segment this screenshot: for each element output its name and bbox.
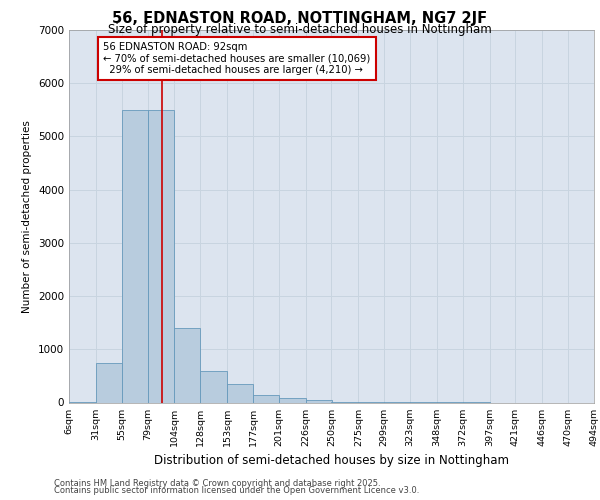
X-axis label: Distribution of semi-detached houses by size in Nottingham: Distribution of semi-detached houses by … — [154, 454, 509, 467]
Bar — [200, 370, 227, 402]
Bar — [96, 362, 122, 403]
Y-axis label: Number of semi-detached properties: Number of semi-detached properties — [22, 120, 32, 312]
Text: Contains HM Land Registry data © Crown copyright and database right 2025.: Contains HM Land Registry data © Crown c… — [54, 478, 380, 488]
Bar — [305, 400, 331, 402]
Bar — [227, 384, 253, 402]
Bar — [122, 110, 148, 403]
Text: 56 EDNASTON ROAD: 92sqm
← 70% of semi-detached houses are smaller (10,069)
  29%: 56 EDNASTON ROAD: 92sqm ← 70% of semi-de… — [103, 42, 371, 75]
Bar — [175, 328, 200, 402]
Bar — [279, 398, 305, 402]
Bar — [253, 394, 279, 402]
Bar — [148, 110, 175, 403]
Text: 56, EDNASTON ROAD, NOTTINGHAM, NG7 2JF: 56, EDNASTON ROAD, NOTTINGHAM, NG7 2JF — [112, 12, 488, 26]
Text: Size of property relative to semi-detached houses in Nottingham: Size of property relative to semi-detach… — [108, 22, 492, 36]
Text: Contains public sector information licensed under the Open Government Licence v3: Contains public sector information licen… — [54, 486, 419, 495]
